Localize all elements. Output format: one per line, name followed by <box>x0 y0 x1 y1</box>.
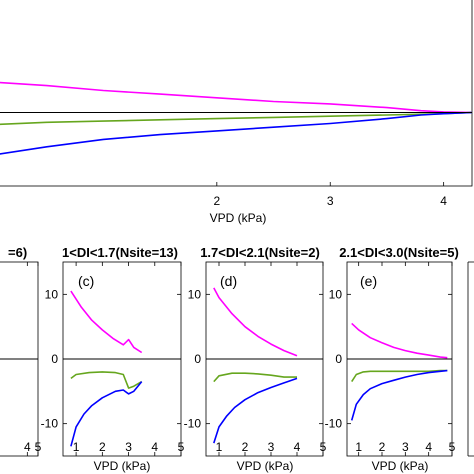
panel-d: 1 2 3 4 5 10 0 -10 1.7<DI<2.1(Nsite=2) (d) VPD (kP… <box>184 245 327 473</box>
x-tick-label: 2 <box>99 440 106 454</box>
panel-f-partial <box>467 261 474 457</box>
x-tick-label: 4 <box>440 194 447 208</box>
x-axis-label: VPD (kPa) <box>372 459 429 473</box>
y-tick-label: 0 <box>51 352 58 366</box>
x-axis-label: VPD (kPa) <box>94 459 151 473</box>
series-line <box>70 290 143 354</box>
x-tick-label: 4 <box>24 440 31 454</box>
series-line <box>0 111 473 126</box>
panel-e: 1 2 3 4 5 10 0 -10 2.1<DI<3.0(Nsite=5) (e) VPD (kP… <box>325 245 459 473</box>
x-tick-label: 4 <box>294 440 301 454</box>
top-panel: 2 3 4 VPD (kPa) <box>0 0 473 225</box>
series-line <box>0 111 473 155</box>
x-tick-label: 4 <box>151 440 158 454</box>
series-line <box>0 81 473 114</box>
x-tick-label: 2 <box>213 194 220 208</box>
series-line <box>70 371 143 389</box>
x-tick-label: 4 <box>425 440 432 454</box>
y-tick-label: -10 <box>41 417 59 431</box>
x-tick-label: 2 <box>379 440 386 454</box>
x-tick-label: 3 <box>268 440 275 454</box>
y-tick-label: 10 <box>188 287 202 301</box>
panel-label: (d) <box>220 273 237 289</box>
y-tick-label: -10 <box>184 417 202 431</box>
series-line <box>351 369 448 383</box>
y-tick-label: 0 <box>335 352 342 366</box>
series-line <box>213 372 297 383</box>
x-axis-label: VPD (kPa) <box>210 211 267 225</box>
x-tick-label: 1 <box>216 440 223 454</box>
y-tick-label: -10 <box>325 417 343 431</box>
x-tick-label: 3 <box>125 440 132 454</box>
x-tick-label: 1 <box>355 440 362 454</box>
series-line <box>70 381 143 447</box>
x-tick-label: 5 <box>35 440 42 454</box>
y-tick-label: 10 <box>329 287 343 301</box>
series-line <box>213 377 298 444</box>
x-tick-label: 5 <box>449 440 456 454</box>
x-tick-label: 2 <box>242 440 249 454</box>
x-axis-label: VPD (kPa) <box>237 459 294 473</box>
panel-title: 1.7<DI<2.1(Nsite=2) <box>200 245 320 260</box>
panel-title: 2.1<DI<3.0(Nsite=5) <box>339 245 459 260</box>
x-tick-label: 3 <box>327 194 334 208</box>
axes-frame <box>0 0 473 187</box>
panel-b-partial: 4 5 =6) <box>0 245 42 457</box>
x-tick-label: 3 <box>402 440 409 454</box>
panel-label: (c) <box>78 273 94 289</box>
panel-c: 1 2 3 4 5 10 0 -10 1<DI<1.7(Nsite=13) (c) VPD (kPa… <box>41 245 185 473</box>
series-line <box>213 287 298 357</box>
panel-label: (e) <box>360 273 377 289</box>
series-line <box>350 369 448 421</box>
y-tick-label: 10 <box>45 287 59 301</box>
panel-title: =6) <box>8 245 27 260</box>
y-tick-label: 0 <box>194 352 201 366</box>
x-tick-label: 5 <box>320 440 327 454</box>
panel-title: 1<DI<1.7(Nsite=13) <box>62 245 178 260</box>
series-line <box>351 322 448 359</box>
x-tick-label: 5 <box>178 440 185 454</box>
x-tick-label: 1 <box>73 440 80 454</box>
